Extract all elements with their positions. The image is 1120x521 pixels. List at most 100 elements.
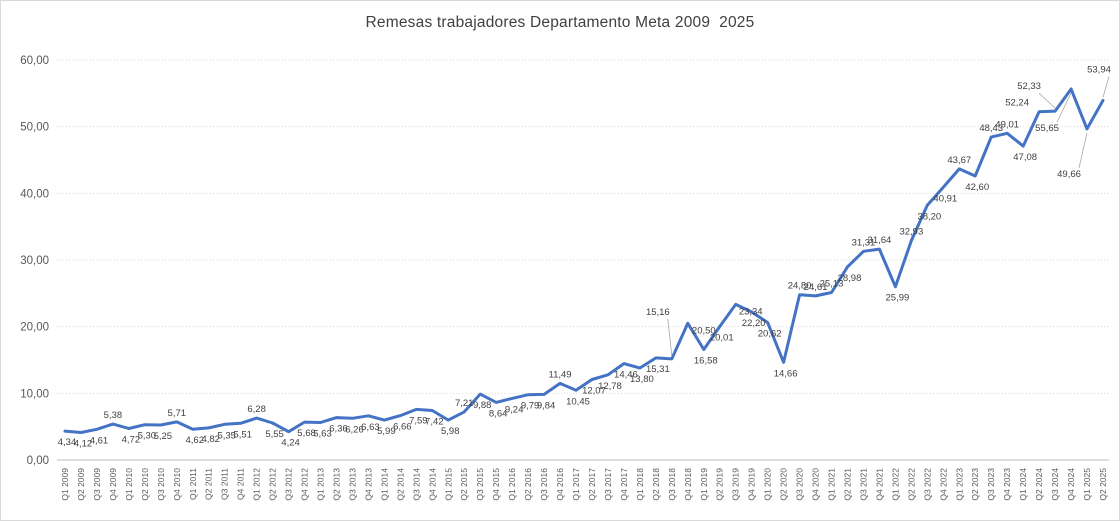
x-tick-label: Q3 2020	[795, 468, 805, 501]
data-label: 9,84	[537, 400, 556, 411]
x-tick-label: Q1 2010	[124, 468, 134, 501]
x-tick-label: Q4 2010	[172, 468, 182, 501]
x-tick-label: Q1 2025	[1082, 468, 1092, 501]
x-tick-label: Q1 2024	[1018, 468, 1028, 501]
data-label: 43,67	[947, 155, 971, 166]
x-tick-label: Q1 2021	[827, 468, 837, 501]
x-tick-label: Q1 2016	[507, 468, 517, 501]
data-label: 7,42	[425, 417, 444, 428]
data-label: 55,65	[1035, 123, 1059, 134]
data-label: 48,43	[979, 123, 1003, 134]
x-tick-label: Q1 2020	[763, 468, 773, 501]
data-label: 22,20	[742, 318, 766, 329]
label-leader-line	[1038, 92, 1056, 109]
data-label: 4,34	[58, 437, 77, 448]
x-tick-label: Q1 2012	[252, 468, 262, 501]
data-label: 5,99	[377, 426, 396, 437]
data-label: 4,61	[90, 435, 109, 446]
x-tick-label: Q3 2012	[284, 468, 294, 501]
data-label: 12,07	[582, 386, 606, 397]
x-tick-label: Q3 2024	[1050, 468, 1060, 501]
data-label: 6,36	[329, 424, 348, 435]
data-label: 7,59	[409, 415, 428, 426]
x-tick-label: Q1 2017	[571, 468, 581, 501]
y-tick-label: 0,00	[27, 455, 49, 467]
x-tick-label: Q2 2017	[587, 468, 597, 501]
data-label: 9,88	[473, 400, 492, 411]
data-label: 38,20	[917, 211, 941, 222]
data-label: 25,99	[886, 293, 910, 304]
x-tick-label: Q1 2019	[699, 468, 709, 501]
series-line	[63, 87, 1105, 434]
data-label: 6,28	[247, 404, 266, 415]
data-label: 20,01	[710, 333, 734, 344]
data-label: 4,24	[281, 438, 300, 449]
x-tick-label: Q2 2019	[715, 468, 725, 501]
x-tick-label: Q4 2023	[1002, 468, 1012, 501]
x-tick-label: Q2 2024	[1034, 468, 1044, 501]
x-tick-label: Q4 2012	[300, 468, 310, 501]
data-label: 28,98	[838, 273, 862, 284]
x-tick-label: Q1 2011	[188, 468, 198, 500]
label-leader-line	[1078, 132, 1088, 169]
data-label: 5,68	[297, 428, 316, 439]
data-label: 52,24	[1005, 98, 1029, 109]
data-label: 40,91	[933, 193, 957, 204]
data-label: 47,08	[1013, 152, 1037, 163]
label-leader-line	[1056, 92, 1072, 123]
data-label: 6,63	[361, 422, 380, 433]
x-tick-label: Q4 2017	[619, 468, 629, 501]
data-label: 49,66	[1057, 169, 1081, 180]
chart-title: Remesas trabajadores Departamento Meta 2…	[365, 14, 755, 31]
data-label: 5,30	[138, 431, 157, 442]
data-label: 16,58	[694, 355, 718, 366]
x-tick-label: Q3 2015	[475, 468, 485, 501]
x-tick-label: Q3 2016	[539, 468, 549, 501]
data-label: 8,64	[489, 408, 508, 419]
data-label: 31,31	[852, 237, 876, 248]
data-label: 12,78	[598, 381, 622, 392]
x-tick-label: Q3 2014	[411, 468, 421, 501]
data-label: 5,63	[313, 428, 332, 439]
data-label: 42,60	[965, 182, 989, 193]
data-label: 20,50	[692, 325, 716, 336]
data-label: 10,45	[566, 396, 590, 407]
x-tick-label: Q4 2015	[491, 468, 501, 501]
data-label: 25,13	[820, 278, 844, 289]
data-label: 14,66	[774, 368, 798, 379]
x-tick-label: Q2 2011	[204, 468, 214, 500]
data-label: 9,79	[521, 401, 540, 412]
data-label: 5,51	[233, 429, 252, 440]
data-label: 5,71	[168, 408, 187, 419]
x-tick-label: Q3 2013	[347, 468, 357, 501]
y-tick-label: 30,00	[20, 255, 49, 267]
x-tick-label: Q2 2022	[906, 468, 916, 501]
data-label: 20,62	[758, 329, 782, 340]
x-tick-label: Q1 2022	[890, 468, 900, 501]
x-tick-label: Q4 2014	[427, 468, 437, 501]
data-label: 5,55	[265, 429, 284, 440]
x-tick-label: Q3 2022	[922, 468, 932, 501]
data-label: 14,46	[614, 370, 638, 381]
x-tick-label: Q3 2021	[858, 468, 868, 501]
data-label: 53,94	[1087, 64, 1111, 75]
y-tick-label: 10,00	[20, 388, 49, 400]
x-tick-label: Q2 2021	[842, 468, 852, 501]
label-leader-line	[667, 318, 673, 356]
x-tick-label: Q2 2023	[970, 468, 980, 501]
data-label: 5,98	[441, 426, 460, 437]
data-label: 31,64	[868, 235, 892, 246]
x-tick-label: Q2 2014	[395, 468, 405, 501]
x-tick-label: Q1 2018	[635, 468, 645, 501]
data-label: 24,80	[788, 281, 812, 292]
x-tick-label: Q3 2011	[220, 468, 230, 500]
data-label: 6,26	[345, 424, 364, 435]
data-label: 5,35	[217, 430, 236, 441]
x-tick-label: Q4 2018	[683, 468, 693, 501]
x-tick-label: Q2 2009	[76, 468, 86, 501]
y-tick-label: 60,00	[20, 55, 49, 67]
x-tick-label: Q2 2018	[651, 468, 661, 501]
data-label: 4,82	[201, 434, 220, 445]
